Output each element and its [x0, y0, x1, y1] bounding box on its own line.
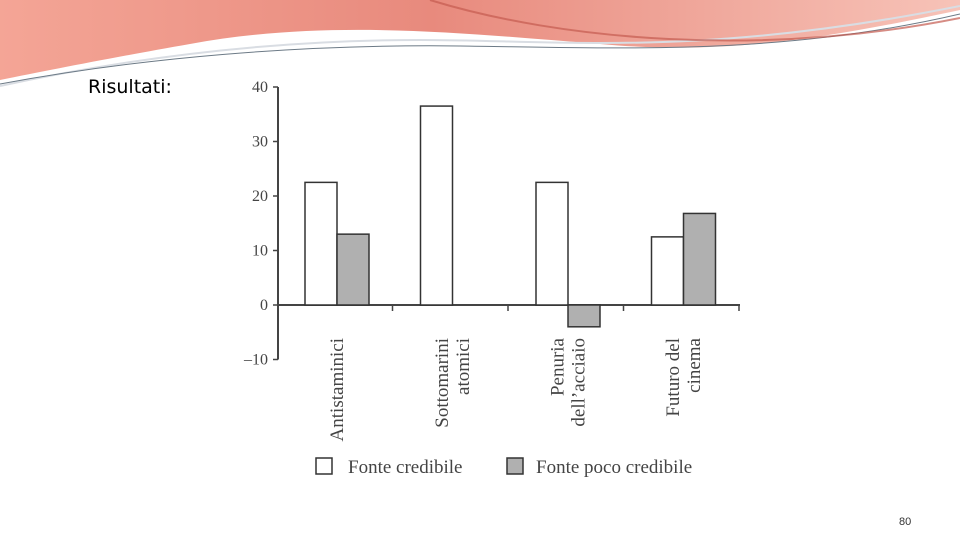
bar-fonte-poco-credibile-2	[567, 304, 601, 328]
category-label: cinema	[684, 337, 705, 392]
legend-label-fonte-credibile: Fonte credibile	[348, 457, 463, 478]
category-label: atomici	[453, 338, 474, 395]
category-label: Antistaminici	[327, 338, 348, 441]
category-label: Futuro del	[663, 338, 684, 417]
bar-fonte-credibile-2	[535, 181, 569, 306]
page-number: 80	[899, 516, 912, 528]
legend-swatch-fonte-credibile	[315, 457, 333, 475]
slide-title: Risultati:	[88, 76, 172, 98]
category-label: dell’acciaio	[568, 338, 589, 427]
bar-fonte-credibile-3	[650, 236, 685, 306]
chart-container: –10 0 10 20 30 40 Antistaminici Sottomarini atom…	[230, 72, 742, 488]
category-label: Penuria	[547, 337, 568, 396]
bar-fonte-poco-credibile-0	[336, 233, 370, 306]
category-label: Sottomarini	[432, 338, 453, 428]
y-tick-label: –10	[243, 352, 268, 369]
decorative-top-banner	[0, 0, 960, 87]
y-tick-label: 10	[252, 243, 268, 260]
y-tick-label: 0	[260, 297, 268, 314]
bar-fonte-credibile-0	[304, 181, 338, 306]
bar-fonte-poco-credibile-3	[682, 212, 717, 306]
legend-label-fonte-poco-credibile: Fonte poco credibile	[536, 457, 692, 478]
legend-swatch-fonte-poco-credibile	[506, 457, 524, 475]
y-tick-label: 30	[252, 134, 268, 151]
y-tick-label: 40	[252, 79, 268, 96]
bar-chart: –10 0 10 20 30 40 Antistaminici Sottomarini atom…	[243, 79, 740, 478]
y-tick-label: 20	[252, 188, 268, 205]
bar-fonte-credibile-1	[419, 105, 454, 306]
